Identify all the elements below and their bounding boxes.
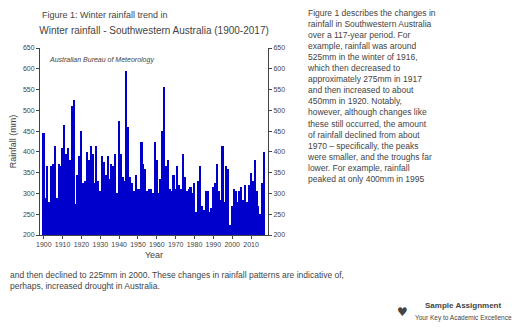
svg-text:400: 400	[273, 148, 285, 155]
svg-text:650: 650	[273, 44, 285, 51]
svg-text:♥: ♥	[397, 305, 408, 319]
svg-text:200: 200	[273, 231, 285, 238]
svg-text:450: 450	[273, 128, 285, 135]
svg-text:1910: 1910	[55, 241, 71, 248]
svg-text:1930: 1930	[93, 241, 109, 248]
svg-text:1960: 1960	[149, 241, 165, 248]
svg-text:650: 650	[23, 44, 35, 51]
svg-text:400: 400	[23, 148, 35, 155]
svg-text:Australian Bureau of Meteorolo: Australian Bureau of Meteorology	[49, 56, 154, 64]
svg-text:2000: 2000	[224, 241, 240, 248]
svg-text:1950: 1950	[130, 241, 146, 248]
svg-text:and then declined to 225mm in: and then declined to 225mm in 2000. Thes…	[10, 270, 344, 291]
svg-text:Figure 1: Winter rainfall tren: Figure 1: Winter rainfall trend in	[42, 10, 168, 20]
svg-text:200: 200	[23, 231, 35, 238]
svg-text:Sample Assignment: Sample Assignment	[425, 301, 502, 310]
svg-text:300: 300	[23, 190, 35, 197]
svg-text:2010: 2010	[243, 241, 259, 248]
svg-text:250: 250	[273, 211, 285, 218]
svg-text:1970: 1970	[168, 241, 184, 248]
svg-text:Figure 1 describes the changes: Figure 1 describes the changes inrainfal…	[307, 8, 436, 184]
svg-text:500: 500	[23, 107, 35, 114]
svg-text:1990: 1990	[206, 241, 222, 248]
svg-text:1920: 1920	[74, 241, 90, 248]
svg-text:550: 550	[273, 86, 285, 93]
svg-text:Winter rainfall - Southwestern: Winter rainfall - Southwestern Australia…	[39, 25, 269, 36]
svg-text:Year: Year	[145, 250, 163, 260]
svg-text:Rainfall (mm): Rainfall (mm)	[8, 115, 18, 169]
svg-text:250: 250	[23, 211, 35, 218]
svg-text:Your Key to Academic Excellenc: Your Key to Academic Excellence	[415, 314, 512, 322]
svg-text:300: 300	[273, 190, 285, 197]
svg-text:450: 450	[23, 128, 35, 135]
svg-text:1900: 1900	[36, 241, 52, 248]
svg-text:500: 500	[273, 107, 285, 114]
svg-text:1940: 1940	[111, 241, 127, 248]
svg-text:350: 350	[23, 169, 35, 176]
svg-text:1980: 1980	[187, 241, 203, 248]
svg-text:350: 350	[273, 169, 285, 176]
svg-text:600: 600	[273, 65, 285, 72]
svg-text:550: 550	[23, 86, 35, 93]
svg-text:600: 600	[23, 65, 35, 72]
